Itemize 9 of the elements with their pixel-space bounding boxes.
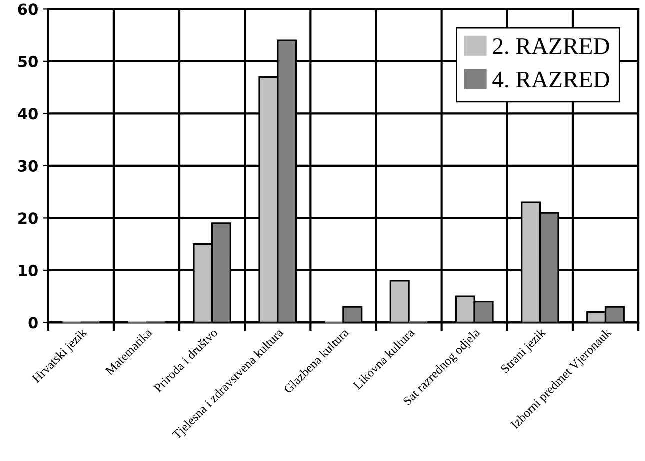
- y-tick-label: 50: [18, 56, 38, 68]
- y-tick-label: 40: [18, 108, 38, 120]
- y-tick-label: 10: [19, 264, 38, 276]
- y-tick-label: 60: [18, 4, 38, 16]
- y-tick-label: 30: [18, 160, 38, 172]
- y-tick-label: 0: [28, 317, 38, 329]
- y-tick-label: 20: [18, 212, 38, 224]
- legend-label: 2. RAZRED: [493, 38, 610, 54]
- legend-label: 4. RAZRED: [492, 72, 610, 88]
